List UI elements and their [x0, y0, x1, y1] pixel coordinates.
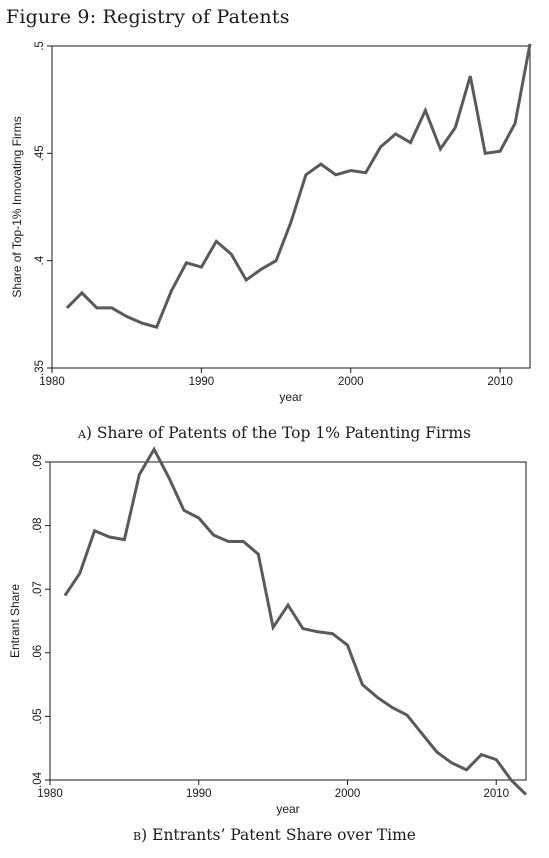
x-tick-label: 1980: [37, 788, 63, 800]
y-tick-label: .04: [32, 771, 44, 788]
caption-b-text: Entrants’ Patent Share over Time: [152, 826, 416, 844]
y-tick-label: .35: [34, 360, 46, 376]
x-tick-label: 2000: [338, 376, 364, 388]
series-line: [65, 43, 532, 330]
figure-title: Figure 9: Registry of Patents: [6, 6, 290, 28]
caption-b: b) Entrants’ Patent Share over Time: [0, 826, 549, 844]
chart-entrant-share: .04 .05 .06 .07 .08 .09 1980 1990 2000 2010 year En…: [8, 446, 528, 816]
y-axis-title: Entrant Share: [8, 584, 22, 658]
x-axis-title: year: [279, 390, 302, 404]
chart-top1-share: .35 .4 .45 .5 1980 1990 2000 2010 year Share of T…: [10, 41, 532, 404]
y-tick-label: .07: [32, 581, 44, 597]
plot-frame: [49, 461, 527, 781]
caption-a-label: a): [77, 424, 92, 442]
series-line: [63, 446, 528, 796]
y-tick-label: .09: [32, 454, 44, 470]
y-axis-title: Share of Top-1% Innovating Firms: [10, 116, 24, 297]
y-tick-label: .08: [32, 518, 44, 534]
y-tick-label: .06: [32, 645, 44, 661]
caption-a-text: Share of Patents of the Top 1% Patenting…: [96, 424, 472, 442]
x-tick-label: 1980: [39, 376, 65, 388]
caption-b-label: b): [133, 826, 148, 844]
x-tick-label: 2010: [483, 788, 509, 800]
y-tick-label: .5: [34, 41, 46, 51]
x-axis-title: year: [276, 802, 299, 816]
plot-frame: [51, 45, 531, 369]
x-tick-label: 1990: [186, 788, 212, 800]
x-tick-label: 1990: [189, 376, 215, 388]
x-tick-label: 2010: [487, 376, 513, 388]
y-tick-label: .05: [32, 708, 44, 724]
y-tick-label: .4: [34, 255, 46, 265]
y-tick-label: .45: [34, 145, 46, 161]
x-tick-label: 2000: [335, 788, 361, 800]
caption-a: a) Share of Patents of the Top 1% Patent…: [0, 424, 549, 442]
